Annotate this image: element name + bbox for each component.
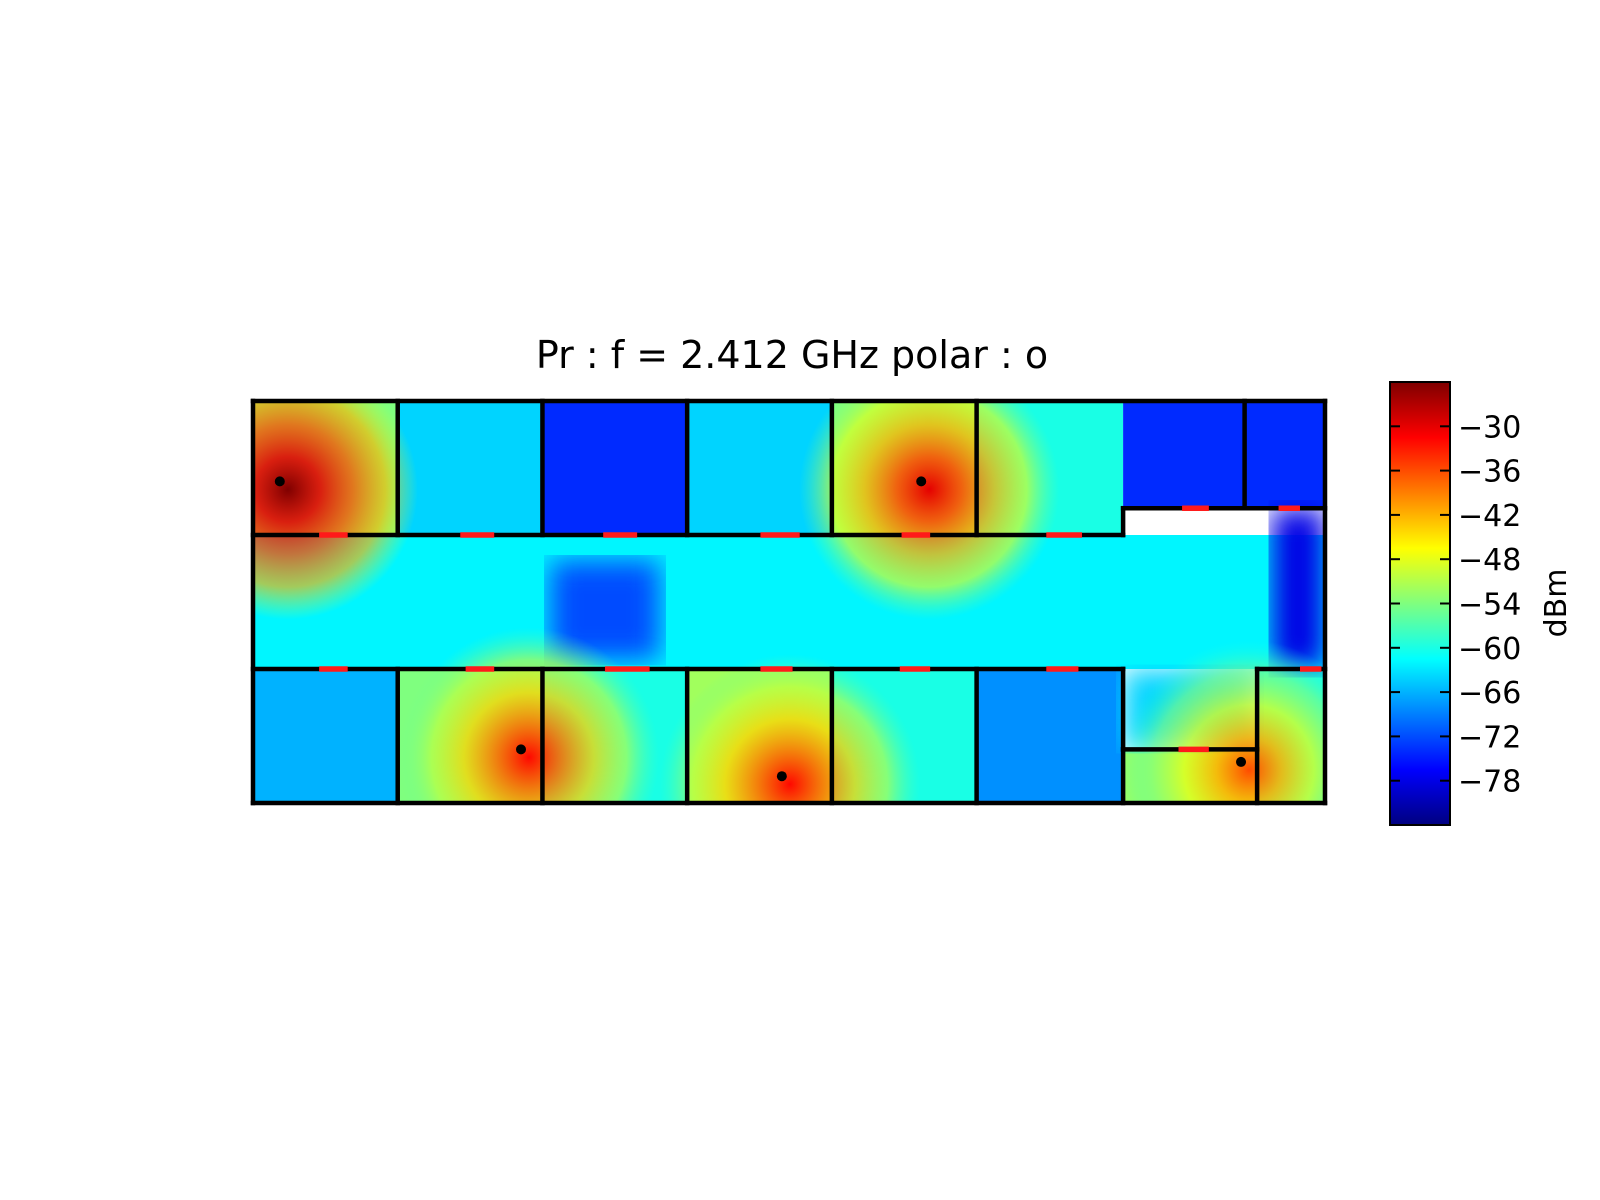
heatmap-region-corridor bbox=[253, 535, 1325, 669]
colorbar-label: dBm bbox=[1539, 569, 1574, 638]
transmitter-marker bbox=[274, 476, 285, 487]
colorbar-tick-label: −42 bbox=[1458, 499, 1521, 534]
transmitter-marker bbox=[916, 476, 927, 487]
heatmap-region-bottom-room-1 bbox=[253, 669, 398, 803]
heatmap bbox=[253, 401, 1325, 803]
colorbar-tick-label: −60 bbox=[1458, 632, 1521, 667]
colorbar-tick-label: −48 bbox=[1458, 543, 1521, 578]
heatmap-region-top-room-3 bbox=[542, 401, 688, 535]
colorbar-tick-label: −54 bbox=[1458, 588, 1521, 623]
transmitter-marker bbox=[516, 744, 526, 755]
colorbar-tick-label: −36 bbox=[1458, 455, 1521, 490]
colorbar-tick-label: −66 bbox=[1458, 676, 1521, 711]
colorbar-tick-label: −78 bbox=[1458, 765, 1521, 800]
colorbar-tick-label: −30 bbox=[1458, 410, 1521, 445]
heatmap-hotspot bbox=[799, 401, 1060, 620]
heatmap-region-top-room-7 bbox=[1123, 401, 1245, 509]
colorbar: −30 −36 −42 −48 −54 −60 −66 −72 −78 dBm bbox=[1389, 381, 1574, 826]
colorbar-tick-label: −72 bbox=[1458, 720, 1521, 755]
chart-title: Pr : f = 2.412 GHz polar : o bbox=[536, 333, 1048, 377]
heatmap-region-corridor-right-dark bbox=[1271, 508, 1325, 669]
transmitters bbox=[274, 476, 1247, 782]
heatmap-hotspot bbox=[399, 627, 659, 803]
heatmap-hotspot bbox=[253, 401, 418, 620]
transmitter-marker bbox=[776, 771, 787, 782]
floorplan-doors bbox=[319, 505, 1322, 753]
heatmap-hotspots bbox=[253, 401, 1325, 803]
heatmap-hotspot bbox=[1119, 639, 1325, 803]
heatmap-region-top-room-8 bbox=[1244, 401, 1325, 509]
heatmap-region-top-room-2 bbox=[397, 401, 543, 535]
transmitter-marker bbox=[1236, 756, 1247, 767]
floorplan-walls bbox=[250, 398, 1328, 806]
heatmap-region-bottom-room-6 bbox=[976, 669, 1124, 803]
colorbar-ticks: −30 −36 −42 −48 −54 −60 −66 −72 −78 bbox=[1390, 410, 1521, 800]
heatmap-hotspot bbox=[659, 654, 920, 803]
